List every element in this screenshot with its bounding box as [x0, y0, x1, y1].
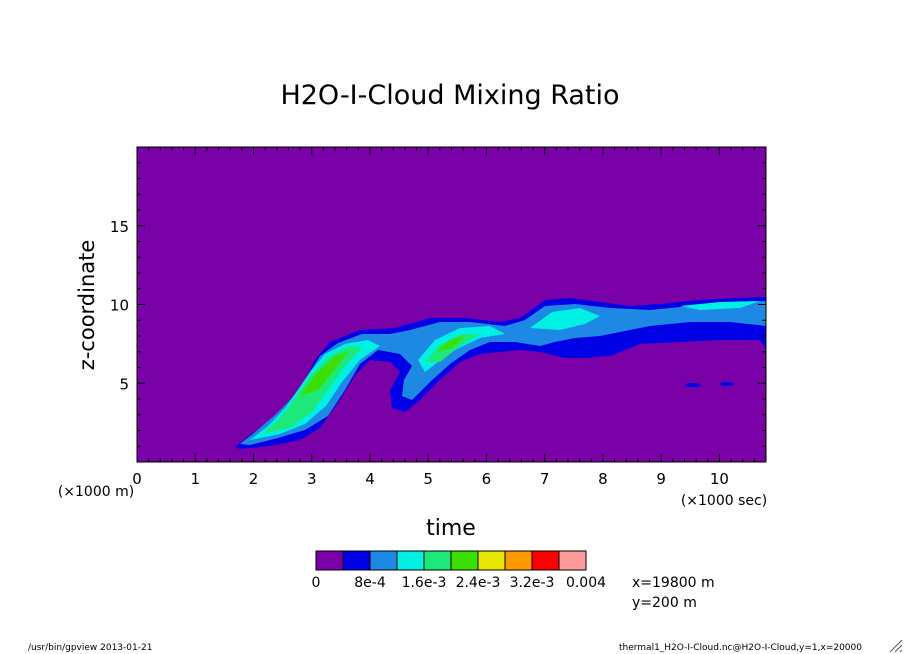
y-tick-label: 5	[119, 375, 129, 393]
y-tick-label: 10	[110, 297, 129, 315]
colorbar-swatch	[396, 550, 425, 571]
colorbar-swatch	[558, 550, 587, 571]
contour-small-blob-2	[720, 382, 734, 386]
plot-area	[136, 146, 767, 463]
colorbar-label: 0.004	[566, 575, 606, 591]
y-axis: 5 10 15	[110, 146, 766, 447]
x-tick-label: 5	[423, 470, 433, 488]
contour-level-4e-3-b	[436, 336, 465, 352]
x-tick-label: 2	[249, 470, 259, 488]
annotation-y: y=200 m	[632, 595, 697, 611]
colorbar-swatch	[531, 550, 560, 571]
y-tick-label: 15	[110, 218, 129, 236]
contour-fills	[235, 297, 766, 449]
x-tick-label: 9	[656, 470, 666, 488]
x-tick-label: 7	[540, 470, 550, 488]
colorbar-label: 0	[312, 575, 321, 591]
footer-left: /usr/bin/gpview 2013-01-21	[28, 643, 152, 653]
colorbar-swatch	[477, 550, 506, 571]
resize-grip-icon[interactable]	[889, 639, 903, 653]
colorbar-label: 8e-4	[354, 575, 386, 591]
x-tick-label: 0	[132, 470, 142, 488]
contour-level-2.4e-3-d	[680, 301, 760, 310]
chart-title: H2O-I-Cloud Mixing Ratio	[280, 80, 619, 111]
contour-level-3.2e-3-b	[425, 334, 480, 362]
x-tick-label: 10	[710, 470, 729, 488]
footer-right: thermal1_H2O-I-Cloud.nc@H2O-I-Cloud,y=1,…	[619, 643, 862, 653]
colorbar-label: 2.4e-3	[456, 575, 501, 591]
y-axis-label: z-coordinate	[75, 240, 99, 371]
colorbar-label: 1.6e-3	[402, 575, 447, 591]
annotation-x: x=19800 m	[632, 575, 715, 591]
colorbar-swatch	[504, 550, 533, 571]
x-unit-label: (×1000 sec)	[681, 493, 767, 509]
x-tick-label: 3	[307, 470, 317, 488]
x-tick-label: 4	[365, 470, 375, 488]
x-tick-label: 6	[482, 470, 492, 488]
x-axis-label: time	[426, 516, 476, 541]
colorbar: 0 8e-4 1.6e-3 2.4e-3 3.2e-3 0.004	[312, 550, 606, 591]
contour-level-1.6e-3	[240, 301, 766, 445]
x-tick-label: 8	[598, 470, 608, 488]
x-tick-label: 1	[190, 470, 200, 488]
colorbar-label: 3.2e-3	[510, 575, 555, 591]
contour-small-blob-1	[685, 383, 701, 387]
colorbar-swatch	[423, 550, 452, 571]
colorbar-swatch	[369, 550, 398, 571]
x-axis: 0 1 2 3 4 5 6 7 8 9 10	[132, 147, 767, 488]
contour-level-4e-3	[300, 352, 348, 396]
y-unit-label: (×1000 m)	[58, 484, 134, 500]
contour-level-2.4e-3-c	[530, 308, 600, 330]
colorbar-swatch	[342, 550, 371, 571]
colorbar-swatch	[450, 550, 479, 571]
colorbar-swatch	[315, 550, 344, 571]
